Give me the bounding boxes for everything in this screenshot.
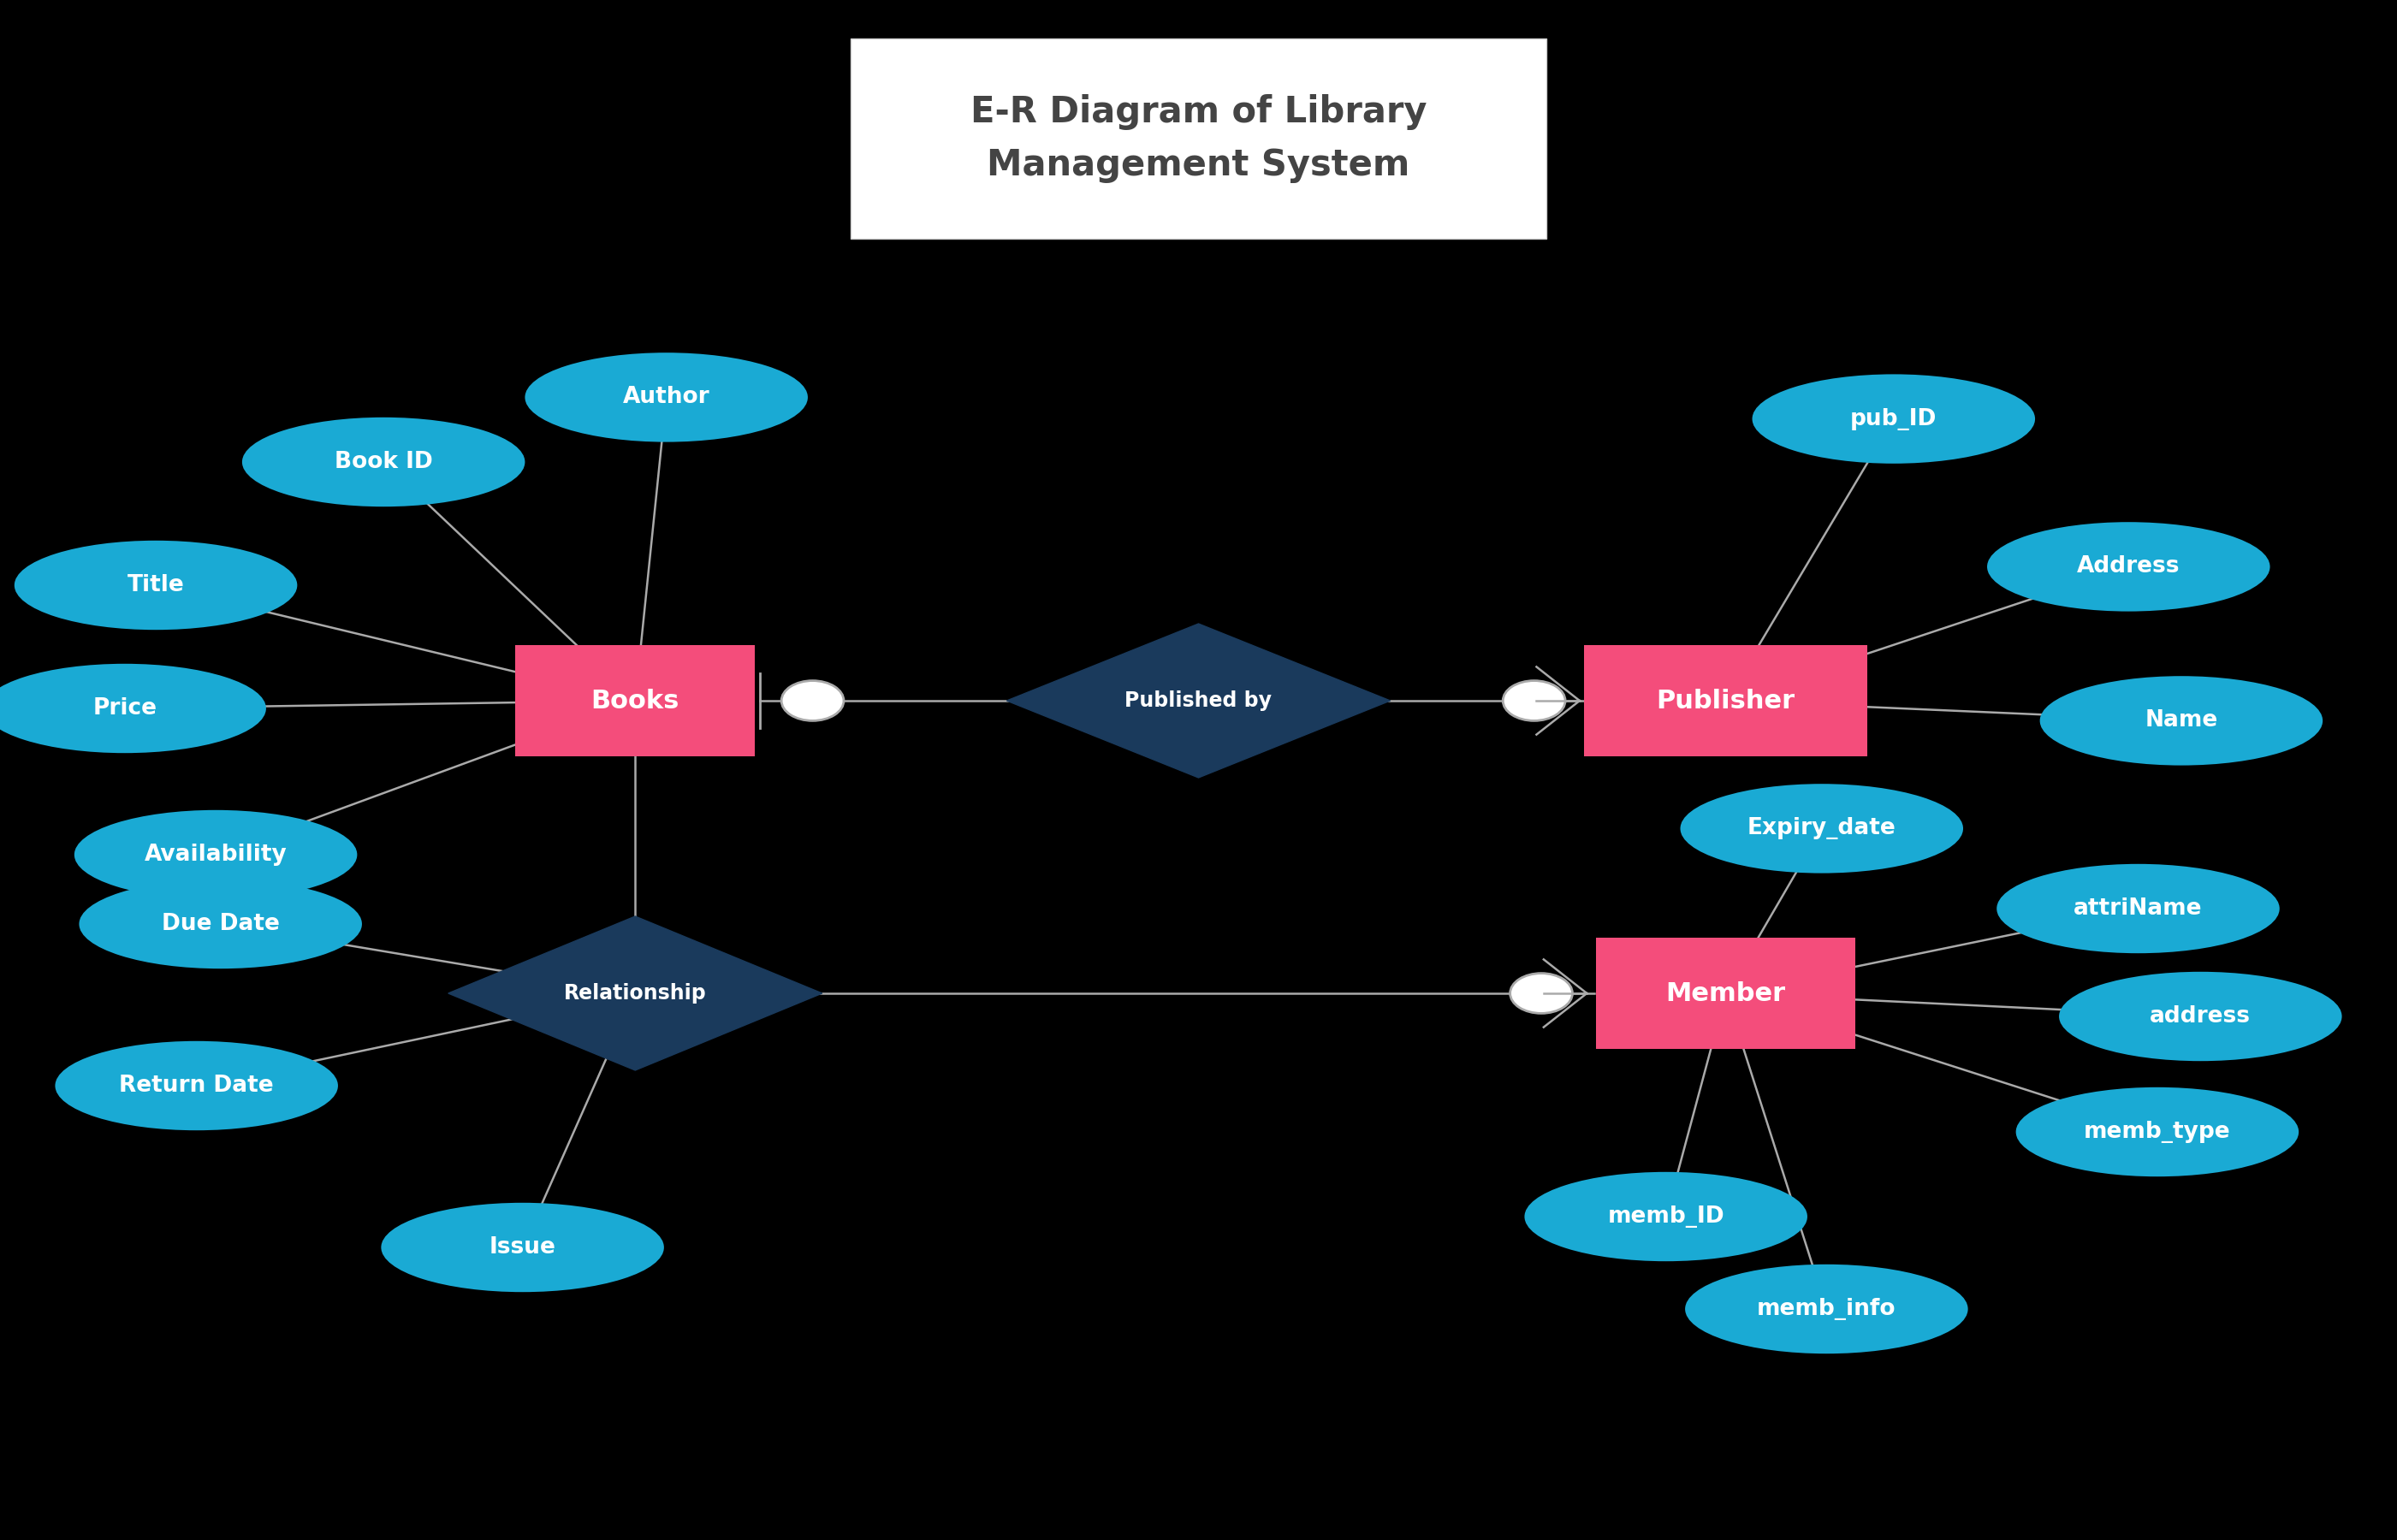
Text: Relationship: Relationship (563, 983, 707, 1004)
Ellipse shape (14, 541, 297, 630)
Text: Availability: Availability (144, 844, 288, 865)
Ellipse shape (2016, 1087, 2299, 1177)
Text: Due Date: Due Date (161, 913, 280, 935)
Ellipse shape (74, 810, 357, 899)
Text: Author: Author (623, 387, 710, 408)
Text: E-R Diagram of Library
Management System: E-R Diagram of Library Management System (971, 94, 1426, 183)
Ellipse shape (1752, 374, 2035, 464)
Text: Price: Price (93, 698, 156, 719)
Ellipse shape (1987, 522, 2270, 611)
FancyBboxPatch shape (515, 645, 755, 756)
Ellipse shape (0, 664, 266, 753)
Ellipse shape (381, 1203, 664, 1292)
Ellipse shape (79, 879, 362, 969)
Text: Return Date: Return Date (120, 1075, 273, 1096)
Text: Address: Address (2076, 556, 2181, 578)
Ellipse shape (1524, 1172, 1807, 1261)
Polygon shape (448, 916, 822, 1070)
Text: memb_ID: memb_ID (1608, 1206, 1723, 1227)
Text: memb_info: memb_info (1757, 1298, 1896, 1320)
FancyBboxPatch shape (851, 38, 1546, 239)
Circle shape (1510, 973, 1572, 1013)
Polygon shape (1007, 624, 1390, 778)
Text: Title: Title (127, 574, 185, 596)
Text: Expiry_date: Expiry_date (1747, 818, 1896, 839)
Ellipse shape (55, 1041, 338, 1130)
Text: Publisher: Publisher (1656, 688, 1795, 713)
Text: Books: Books (592, 688, 678, 713)
Text: Book ID: Book ID (336, 451, 431, 473)
FancyBboxPatch shape (1584, 645, 1867, 756)
Ellipse shape (1685, 1264, 1968, 1354)
Ellipse shape (1680, 784, 1963, 873)
Text: address: address (2150, 1006, 2251, 1027)
Ellipse shape (525, 353, 808, 442)
Text: Published by: Published by (1124, 690, 1273, 711)
Ellipse shape (1997, 864, 2280, 953)
Circle shape (1503, 681, 1565, 721)
Text: Name: Name (2145, 710, 2217, 732)
Text: pub_ID: pub_ID (1850, 408, 1937, 430)
Ellipse shape (2040, 676, 2323, 765)
Circle shape (781, 681, 844, 721)
Ellipse shape (242, 417, 525, 507)
FancyBboxPatch shape (1596, 938, 1855, 1049)
Text: Member: Member (1666, 981, 1786, 1006)
Ellipse shape (2059, 972, 2342, 1061)
Text: memb_type: memb_type (2083, 1121, 2232, 1143)
Text: Issue: Issue (489, 1237, 556, 1258)
Text: attriName: attriName (2073, 898, 2203, 919)
